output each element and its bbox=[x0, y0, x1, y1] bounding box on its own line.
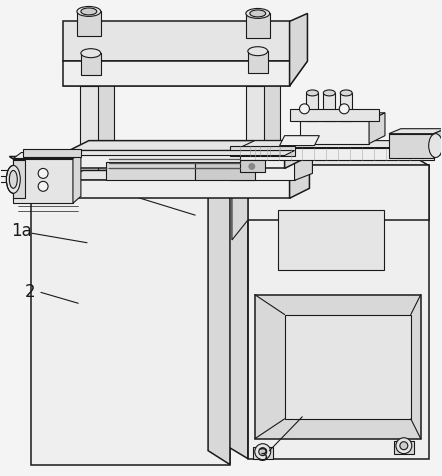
Polygon shape bbox=[278, 210, 384, 270]
Ellipse shape bbox=[77, 7, 101, 16]
Polygon shape bbox=[31, 170, 230, 465]
Polygon shape bbox=[63, 21, 290, 61]
Polygon shape bbox=[96, 83, 114, 172]
Polygon shape bbox=[240, 148, 434, 160]
Circle shape bbox=[396, 438, 412, 454]
Ellipse shape bbox=[250, 10, 266, 17]
Polygon shape bbox=[195, 162, 255, 180]
Polygon shape bbox=[230, 146, 294, 156]
Ellipse shape bbox=[6, 166, 20, 193]
Polygon shape bbox=[232, 166, 248, 240]
Polygon shape bbox=[248, 166, 429, 458]
Polygon shape bbox=[230, 162, 294, 180]
Circle shape bbox=[259, 447, 267, 456]
Polygon shape bbox=[285, 315, 411, 419]
Circle shape bbox=[300, 104, 309, 114]
Polygon shape bbox=[300, 121, 369, 144]
Ellipse shape bbox=[324, 90, 335, 96]
Polygon shape bbox=[434, 129, 442, 158]
Polygon shape bbox=[80, 86, 98, 175]
Polygon shape bbox=[63, 170, 309, 180]
Ellipse shape bbox=[81, 8, 97, 15]
Polygon shape bbox=[13, 152, 81, 159]
Polygon shape bbox=[228, 154, 429, 166]
Ellipse shape bbox=[306, 90, 318, 96]
Ellipse shape bbox=[9, 170, 17, 188]
Polygon shape bbox=[253, 446, 273, 458]
Polygon shape bbox=[69, 150, 294, 156]
Polygon shape bbox=[255, 295, 421, 439]
Polygon shape bbox=[230, 156, 312, 162]
Polygon shape bbox=[394, 441, 414, 454]
Polygon shape bbox=[285, 140, 305, 169]
Polygon shape bbox=[280, 136, 320, 146]
Polygon shape bbox=[228, 154, 248, 458]
Circle shape bbox=[38, 181, 48, 191]
Circle shape bbox=[400, 442, 408, 450]
Polygon shape bbox=[9, 157, 230, 170]
Polygon shape bbox=[106, 162, 195, 180]
Polygon shape bbox=[294, 156, 312, 180]
Ellipse shape bbox=[340, 90, 352, 96]
Polygon shape bbox=[240, 160, 265, 172]
Ellipse shape bbox=[429, 134, 442, 158]
Ellipse shape bbox=[81, 49, 101, 58]
Polygon shape bbox=[248, 166, 429, 220]
Circle shape bbox=[248, 163, 255, 170]
Polygon shape bbox=[13, 159, 73, 203]
Polygon shape bbox=[246, 13, 270, 38]
Polygon shape bbox=[389, 134, 434, 158]
Polygon shape bbox=[324, 93, 335, 121]
Polygon shape bbox=[369, 113, 385, 144]
Circle shape bbox=[38, 169, 48, 178]
Polygon shape bbox=[63, 180, 290, 198]
Polygon shape bbox=[13, 160, 25, 198]
Polygon shape bbox=[300, 113, 385, 121]
Polygon shape bbox=[248, 51, 268, 73]
Circle shape bbox=[255, 444, 271, 460]
Text: 1a: 1a bbox=[11, 222, 31, 240]
Polygon shape bbox=[73, 152, 81, 203]
Polygon shape bbox=[262, 81, 280, 172]
Polygon shape bbox=[340, 93, 352, 121]
Polygon shape bbox=[290, 170, 309, 198]
Polygon shape bbox=[290, 13, 308, 86]
Polygon shape bbox=[81, 53, 101, 75]
Polygon shape bbox=[23, 149, 81, 157]
Polygon shape bbox=[306, 93, 318, 121]
Polygon shape bbox=[389, 129, 442, 134]
Polygon shape bbox=[69, 140, 305, 150]
Text: 2: 2 bbox=[25, 283, 35, 301]
Ellipse shape bbox=[246, 9, 270, 19]
Polygon shape bbox=[246, 86, 264, 175]
Polygon shape bbox=[240, 140, 442, 148]
Polygon shape bbox=[208, 157, 230, 465]
Circle shape bbox=[339, 104, 349, 114]
Text: 3: 3 bbox=[257, 446, 268, 465]
Polygon shape bbox=[63, 61, 308, 86]
Polygon shape bbox=[63, 61, 290, 86]
Polygon shape bbox=[77, 11, 101, 36]
Polygon shape bbox=[290, 109, 379, 121]
Polygon shape bbox=[69, 150, 285, 169]
Ellipse shape bbox=[248, 47, 268, 56]
